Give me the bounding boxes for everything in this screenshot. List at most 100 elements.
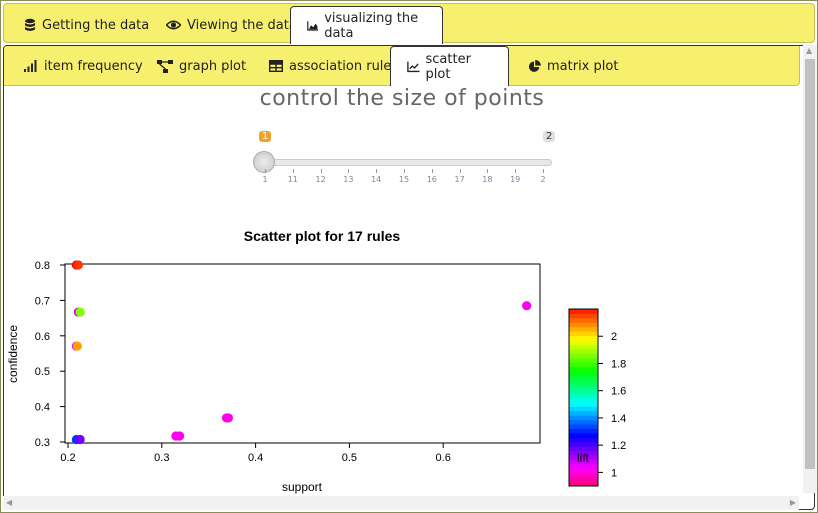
slider-tick-label: 18 xyxy=(482,175,493,184)
scroll-up-arrow[interactable]: ▲ xyxy=(806,46,813,55)
tab-visualizing-the-data[interactable]: visualizing the data xyxy=(290,6,443,44)
y-tick-label: 0.7 xyxy=(35,295,50,307)
legend-color-step xyxy=(569,317,598,323)
slider-tick xyxy=(459,169,461,173)
horizontal-scrollbar[interactable]: ◀ ▶ xyxy=(3,496,799,510)
tab-item-frequency[interactable]: item frequency xyxy=(8,46,159,86)
legend-color-step xyxy=(569,432,598,438)
data-point xyxy=(72,341,82,351)
legend-color-step xyxy=(569,370,598,376)
legend-color-step xyxy=(569,406,598,412)
slider-tick-label: 12 xyxy=(315,175,326,184)
vertical-scroll-thumb[interactable] xyxy=(805,59,815,469)
y-tick-label: 0.8 xyxy=(35,260,50,272)
legend-tick-label: 1.6 xyxy=(611,386,626,398)
slider-tick-label: 13 xyxy=(343,175,354,184)
line-chart-icon xyxy=(407,61,420,72)
slider-tick-label: 15 xyxy=(398,175,410,184)
slider-tick-label: 17 xyxy=(454,175,465,184)
scroll-right-arrow[interactable]: ▶ xyxy=(789,498,796,507)
legend-color-step xyxy=(569,393,598,398)
legend-color-step xyxy=(569,384,598,390)
slider-tick xyxy=(265,169,266,173)
legend-color-step xyxy=(569,344,598,350)
scroll-left-arrow[interactable]: ◀ xyxy=(6,498,13,507)
data-point xyxy=(75,307,85,317)
legend-color-step xyxy=(569,375,598,381)
scatter-chart: Scatter plot for 17 rules 0.2 0.3 0.4 0.5 0.… xyxy=(6,228,626,494)
slider-tick xyxy=(515,169,517,173)
legend-color-step xyxy=(569,322,598,328)
page-heading: control the size of points xyxy=(259,86,545,111)
legend-tick-label: 1.4 xyxy=(611,413,626,425)
tab-label: item frequency xyxy=(44,58,143,74)
point-size-slider[interactable]: 1 2 1 11 12 13 14 15 16 17 18 19 2 xyxy=(253,131,556,196)
slider-tick-label: 2 xyxy=(540,175,546,184)
eye-icon xyxy=(166,20,181,30)
legend-color-step xyxy=(569,477,598,483)
legend-color-step xyxy=(569,410,598,416)
chart-title: Scatter plot for 17 rules xyxy=(244,228,401,244)
slider-tick xyxy=(348,169,350,173)
network-icon xyxy=(157,59,173,73)
legend-tick-label: 1.2 xyxy=(611,440,626,452)
slider-track[interactable] xyxy=(264,159,552,166)
legend-tick-label: 1 xyxy=(611,467,617,479)
legend-color-step xyxy=(569,428,598,434)
data-points xyxy=(71,260,532,445)
slider-tick xyxy=(376,169,378,173)
legend-color-step xyxy=(569,326,598,332)
legend-title: lift xyxy=(577,451,590,465)
data-point xyxy=(522,301,532,311)
legend-color-step xyxy=(569,388,598,394)
tab-label: Getting the data xyxy=(42,17,150,33)
plot-frame xyxy=(64,263,541,444)
legend-color-step xyxy=(569,309,598,314)
tab-getting-the-data[interactable]: Getting the data xyxy=(8,6,165,44)
y-tick-label: 0.4 xyxy=(35,402,50,414)
legend-color-step xyxy=(569,401,598,407)
slider-handle[interactable] xyxy=(253,151,275,173)
legend-tick-label: 1.8 xyxy=(611,358,626,370)
legend-color-step xyxy=(569,468,598,474)
tab-viewing-the-data[interactable]: Viewing the data xyxy=(150,6,313,44)
x-axis: 0.2 0.3 0.4 0.5 0.6 xyxy=(60,443,451,464)
legend-color-step xyxy=(569,335,598,341)
data-point xyxy=(223,413,233,423)
legend-color-step xyxy=(569,463,598,469)
slider-min-label: 1 xyxy=(259,131,272,142)
database-icon xyxy=(25,18,35,31)
legend-color-step xyxy=(569,348,598,354)
tab-graph-plot[interactable]: graph plot xyxy=(141,46,262,86)
data-point xyxy=(75,434,85,445)
legend-color-step xyxy=(569,313,598,319)
x-tick-label: 0.3 xyxy=(154,452,169,464)
tab-matrix-plot[interactable]: matrix plot xyxy=(512,46,634,86)
tab-association-rules[interactable]: association rules xyxy=(253,46,414,86)
legend-tick-label: 2 xyxy=(611,331,617,343)
legend-color-step xyxy=(569,450,598,456)
legend-color-step xyxy=(569,459,598,465)
data-point xyxy=(73,260,83,270)
x-tick-label: 0.2 xyxy=(60,452,75,464)
legend-color-step xyxy=(569,455,598,460)
color-legend: 1 1.2 1.4 1.6 1.8 2 xyxy=(568,308,626,487)
slider-tick-label: 16 xyxy=(426,175,437,184)
legend-color-step xyxy=(569,397,598,403)
tab-label: matrix plot xyxy=(547,58,619,74)
slider-tick xyxy=(543,169,544,173)
legend-frame xyxy=(568,308,599,487)
legend-color-step xyxy=(569,481,598,487)
legend-color-step xyxy=(569,446,598,452)
tab-label: graph plot xyxy=(179,58,247,74)
legend-color-step xyxy=(569,366,598,372)
vertical-scrollbar[interactable]: ▲ xyxy=(803,45,817,493)
legend-color-step xyxy=(569,437,598,443)
slider-tick-label: 19 xyxy=(510,175,521,184)
tab-scatter-plot[interactable]: scatter plot xyxy=(390,46,509,86)
slider-tick xyxy=(292,169,294,173)
legend-color-step xyxy=(569,415,598,421)
slider-tick xyxy=(487,169,489,173)
main-tab-bar: Getting the data Viewing the data visual… xyxy=(3,3,815,44)
